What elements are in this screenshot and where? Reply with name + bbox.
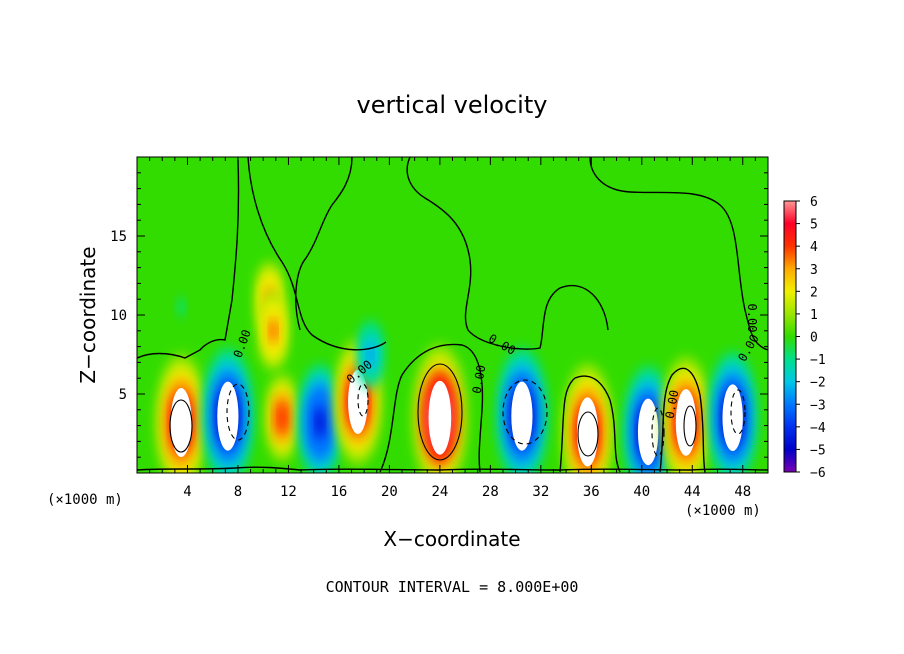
cell-core <box>722 384 743 452</box>
updraft-contour <box>169 399 193 453</box>
y-tick-label: 10 <box>110 308 127 324</box>
x-axis-label: X−coordinate <box>383 527 520 551</box>
cell-core <box>637 398 659 466</box>
x-axis: 4 8 12 16 20 24 28 32 36 40 44 48 <box>149 157 756 500</box>
cell-ring <box>316 412 324 433</box>
downdraft-contour <box>226 383 250 441</box>
downdraft-cell <box>202 347 254 473</box>
updraft-contour <box>577 411 599 457</box>
cell-core <box>511 381 533 451</box>
colorbar-tick-label: −6 <box>810 466 826 481</box>
x-tick-label: 20 <box>381 484 398 500</box>
updraft-cell <box>661 355 711 473</box>
x-tick-label: 24 <box>431 484 448 500</box>
downdraft-contour <box>651 407 665 457</box>
x-tick-label: 44 <box>684 484 701 500</box>
x-tick-label: 36 <box>583 484 600 500</box>
zero-contour-line <box>406 157 609 350</box>
cell-core <box>170 387 192 457</box>
colorbar-tick-label: 2 <box>810 285 818 300</box>
downdraft-cell <box>496 347 548 473</box>
zero-contour-line <box>379 343 484 473</box>
x-unit-label-right: (×1000 m) <box>685 503 761 519</box>
cell-core <box>428 380 452 455</box>
chart-title: vertical velocity <box>357 91 548 119</box>
cell-ring <box>179 301 184 313</box>
y-tick-label: 5 <box>119 387 127 403</box>
zero-contour-line <box>559 375 621 473</box>
zero-contour-line <box>247 157 387 351</box>
downdraft-cell <box>298 363 342 473</box>
updraft-cell <box>412 343 467 473</box>
x-tick-label: 12 <box>280 484 297 500</box>
y-axis: 5 10 15 <box>110 172 768 458</box>
x-tick-label: 40 <box>633 484 650 500</box>
updraft-cell <box>265 372 299 463</box>
x-tick-label: 48 <box>734 484 751 500</box>
x-tick-label: 4 <box>183 484 191 500</box>
colorbar <box>783 200 797 473</box>
updraft-cell <box>258 290 289 372</box>
contour-interval-note: CONTOUR INTERVAL = 8.000E+00 <box>326 578 579 596</box>
x-tick-label: 8 <box>234 484 242 500</box>
colorbar-tick-label: 3 <box>810 263 818 278</box>
velocity-contours <box>169 363 746 461</box>
zero-contour-line <box>589 157 768 351</box>
updraft-contour <box>417 363 463 461</box>
colorbar-tick-label: −3 <box>810 398 826 413</box>
cell-ring <box>367 347 373 362</box>
cell-ring <box>270 322 277 339</box>
y-tick-label: 15 <box>110 229 127 245</box>
cell-ring <box>278 408 286 427</box>
colorbar-tick-label: 0 <box>810 331 818 346</box>
colorbar-tick-label: −2 <box>810 376 826 391</box>
x-tick-label: 28 <box>482 484 499 500</box>
downdraft-cell <box>623 365 673 473</box>
updraft-cell <box>155 353 207 473</box>
downdraft-contour <box>502 379 548 445</box>
downdraft-contour <box>730 389 746 435</box>
x-tick-label: 32 <box>532 484 549 500</box>
x-tick-label: 16 <box>330 484 347 500</box>
cell-core <box>348 369 368 434</box>
colorbar-tick-label: 5 <box>810 218 818 233</box>
cell-core <box>217 381 239 451</box>
colorbar-tick-label: −1 <box>810 353 826 368</box>
colorbar-tick-label: 1 <box>810 308 818 323</box>
colorbar-tick-label: −4 <box>810 421 826 436</box>
zero-contour-line <box>137 159 240 359</box>
colorbar-tick-label: 6 <box>810 195 818 210</box>
colorbar-ticks: 6 5 4 3 2 1 0 −1 −2 −3 −4 −5 −6 <box>796 195 826 481</box>
contour-label: 0.00 <box>663 389 682 420</box>
field-cells <box>155 260 757 473</box>
colorbar-tick-label: −5 <box>810 443 826 458</box>
x-unit-label-left: (×1000 m) <box>47 492 123 508</box>
zero-contour-line <box>295 157 353 331</box>
y-axis-label: Z−coordinate <box>76 246 100 383</box>
contour-label: 0.00 <box>745 304 759 333</box>
contour-label: 0.00 <box>470 364 489 395</box>
downdraft-cell <box>708 351 757 473</box>
colorbar-tick-label: 4 <box>810 240 818 255</box>
downdraft-cell <box>357 319 384 390</box>
updraft-contour <box>683 405 697 447</box>
downdraft-cell <box>177 296 186 318</box>
updraft-contour <box>357 383 369 417</box>
